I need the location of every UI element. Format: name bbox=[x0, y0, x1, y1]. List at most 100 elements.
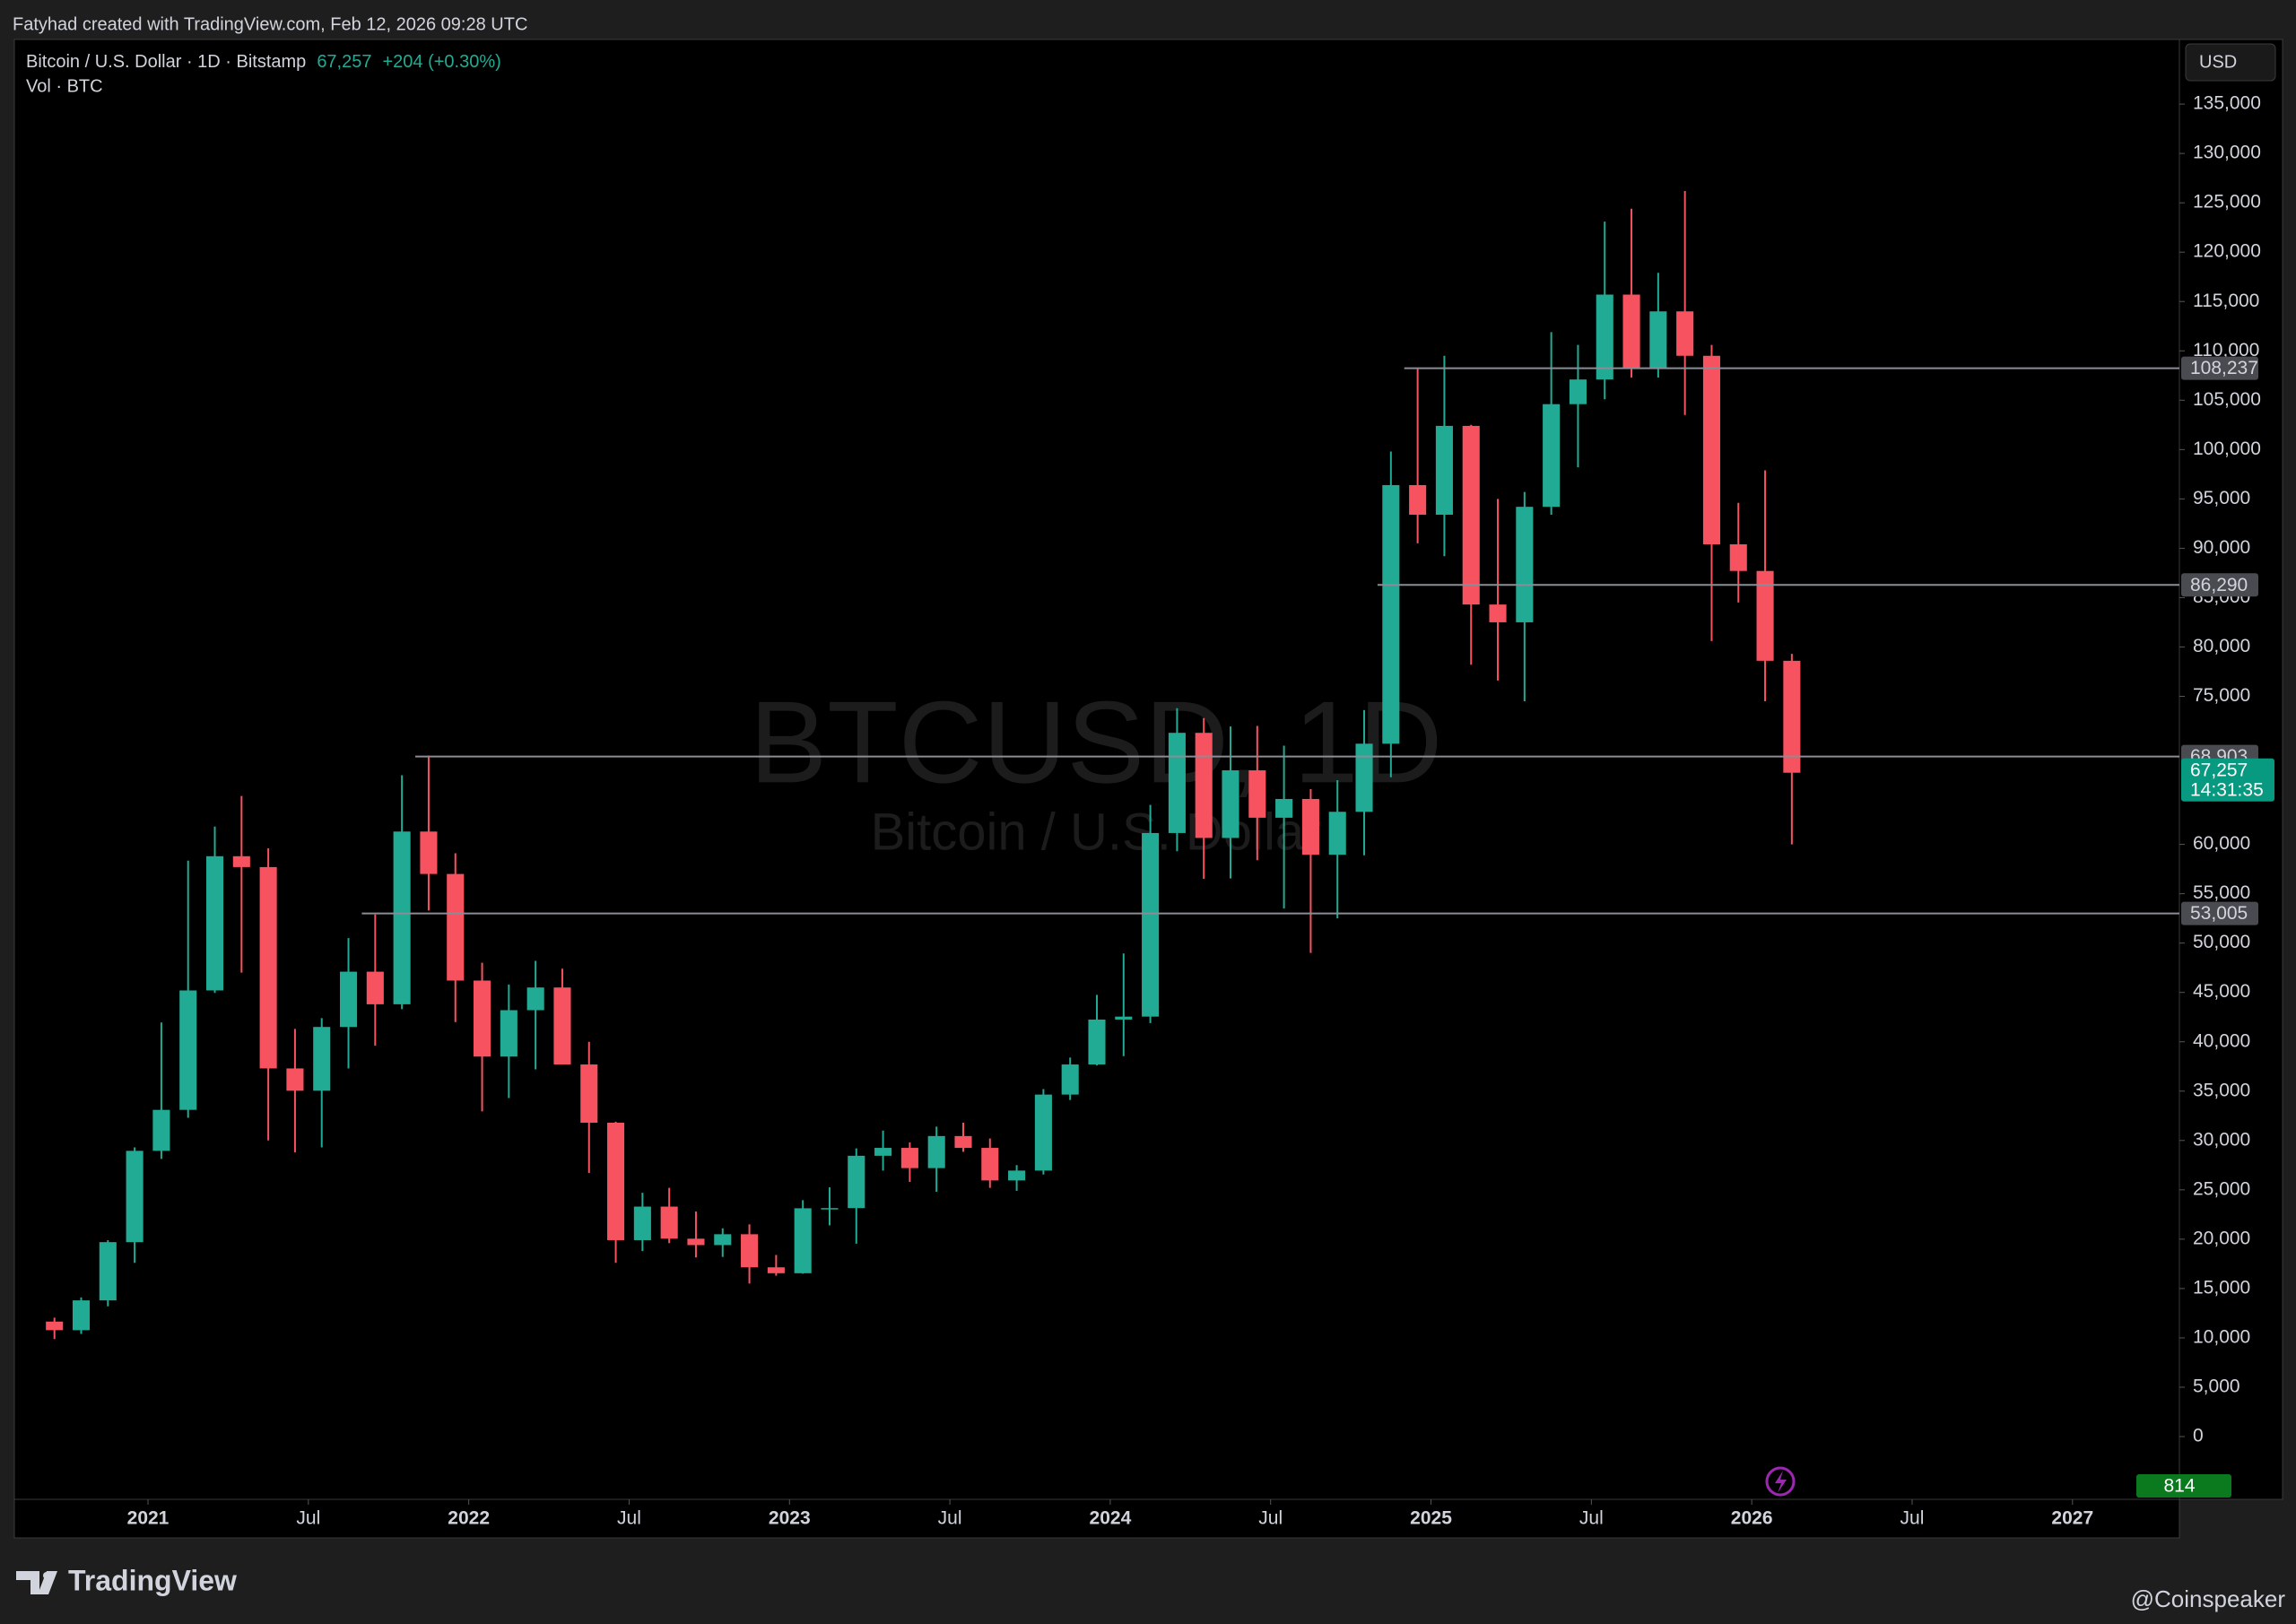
y-tick-label: 120,000 bbox=[2193, 241, 2261, 262]
last-price-tag bbox=[2181, 758, 2274, 802]
y-tick-label: 25,000 bbox=[2193, 1178, 2250, 1199]
candle-body bbox=[500, 1010, 517, 1057]
x-tick-label: Jul bbox=[1579, 1508, 1604, 1529]
x-tick-label: 2023 bbox=[769, 1508, 811, 1529]
candle-body bbox=[232, 855, 250, 867]
y-tick-label: 90,000 bbox=[2193, 537, 2250, 558]
y-tick-label: 130,000 bbox=[2193, 143, 2261, 163]
y-tick-label: 35,000 bbox=[2193, 1080, 2250, 1100]
candle-body bbox=[1702, 355, 1720, 544]
candle-body bbox=[474, 980, 491, 1057]
y-tick-label: 110,000 bbox=[2193, 340, 2259, 360]
candle-body bbox=[1034, 1094, 1052, 1171]
last-price: 67,257 bbox=[2190, 760, 2248, 780]
candle-body bbox=[1462, 425, 1480, 605]
y-tick-label: 30,000 bbox=[2193, 1129, 2250, 1150]
candle-body bbox=[1622, 294, 1640, 369]
candle-body bbox=[126, 1151, 144, 1243]
candle-body bbox=[1649, 311, 1667, 369]
candle-body bbox=[1783, 660, 1801, 773]
candle-body bbox=[1008, 1170, 1026, 1181]
y-tick-label: 5,000 bbox=[2193, 1376, 2240, 1397]
level-label: 53,005 bbox=[2190, 903, 2248, 924]
brand-logo bbox=[16, 1571, 57, 1594]
y-tick-label: 75,000 bbox=[2193, 685, 2250, 706]
event-bolt bbox=[1775, 1471, 1787, 1493]
candle-body bbox=[1275, 798, 1293, 818]
candle-body bbox=[633, 1206, 651, 1240]
chart-pane bbox=[13, 39, 2180, 1500]
y-tick-label: 15,000 bbox=[2193, 1277, 2250, 1298]
candle-body bbox=[553, 987, 571, 1065]
candle-body bbox=[259, 866, 277, 1069]
y-tick-label: 45,000 bbox=[2193, 981, 2250, 1002]
candle-body bbox=[46, 1321, 64, 1331]
legend-volume: Vol · BTC bbox=[26, 76, 103, 96]
currency[interactable]: USD bbox=[2199, 52, 2237, 72]
candle-body bbox=[1115, 1016, 1133, 1020]
event-icon[interactable] bbox=[1765, 1466, 1796, 1497]
level-tag bbox=[2181, 573, 2258, 597]
x-tick-label: 2026 bbox=[1731, 1508, 1773, 1529]
y-tick-label: 135,000 bbox=[2193, 93, 2261, 114]
candle-body bbox=[848, 1155, 865, 1209]
candle-body bbox=[767, 1267, 785, 1273]
candle-body bbox=[1435, 425, 1453, 515]
candle-body bbox=[99, 1242, 117, 1301]
x-tick-label: Jul bbox=[1258, 1508, 1283, 1529]
candle-body bbox=[1489, 604, 1507, 622]
candle-body bbox=[714, 1234, 732, 1246]
y-tick-label: 50,000 bbox=[2193, 932, 2250, 952]
candle-body bbox=[741, 1234, 759, 1268]
plot bbox=[46, 190, 1801, 1340]
candle-body bbox=[1756, 570, 1774, 661]
x-tick-label: Jul bbox=[938, 1508, 962, 1529]
legend-change: +204 (+0.30%) bbox=[382, 52, 500, 72]
x-tick-label: 2021 bbox=[127, 1508, 170, 1529]
x-tick-label: 2022 bbox=[448, 1508, 490, 1529]
candle-body bbox=[607, 1122, 625, 1240]
candle-body bbox=[954, 1135, 972, 1149]
volume-tag bbox=[2136, 1474, 2231, 1498]
credit: Fatyhad created with TradingView.com, Fe… bbox=[13, 14, 527, 34]
level-label: 108,237 bbox=[2190, 358, 2258, 378]
candle-body bbox=[1409, 484, 1427, 515]
y-tick-label: 40,000 bbox=[2193, 1030, 2250, 1051]
candle-body bbox=[1543, 404, 1561, 508]
y-tick-label: 80,000 bbox=[2193, 636, 2250, 656]
y-tick-label: 60,000 bbox=[2193, 833, 2250, 854]
x-tick-label: 2027 bbox=[2051, 1508, 2093, 1529]
legend: Bitcoin / U.S. Dollar · 1D · Bitstamp 67,… bbox=[26, 52, 501, 72]
y-tick-label: 10,000 bbox=[2193, 1326, 2250, 1347]
candle-body bbox=[1516, 507, 1534, 622]
source: @Coinspeaker bbox=[2131, 1585, 2286, 1612]
volume-label: 814 bbox=[2163, 1476, 2195, 1497]
candle-body bbox=[366, 971, 384, 1004]
candle-body bbox=[72, 1300, 91, 1331]
candle-body bbox=[1195, 733, 1213, 838]
y-tick-label: 55,000 bbox=[2193, 882, 2250, 903]
level-tag bbox=[2181, 356, 2258, 380]
candle-body bbox=[580, 1064, 598, 1123]
candle-body bbox=[687, 1238, 705, 1246]
currency-button[interactable] bbox=[2185, 43, 2276, 82]
candle-body bbox=[205, 855, 224, 991]
candle-body bbox=[1301, 798, 1319, 855]
x-tick-label: Jul bbox=[296, 1508, 320, 1529]
candle-body bbox=[1596, 294, 1613, 380]
candle-body bbox=[526, 987, 544, 1011]
candle-body bbox=[1061, 1064, 1079, 1095]
time-axis bbox=[13, 1498, 2180, 1539]
candle-body bbox=[1729, 543, 1747, 571]
candle-body bbox=[874, 1148, 892, 1156]
candle-body bbox=[286, 1068, 304, 1091]
candle-body bbox=[1676, 311, 1694, 356]
candle-body bbox=[447, 873, 465, 981]
x-tick-label: Jul bbox=[1900, 1508, 1925, 1529]
x-tick-label: Jul bbox=[617, 1508, 641, 1529]
candle-body bbox=[393, 831, 411, 1004]
y-tick-label: 100,000 bbox=[2193, 439, 2261, 459]
legend-last: 67,257 bbox=[317, 52, 371, 72]
